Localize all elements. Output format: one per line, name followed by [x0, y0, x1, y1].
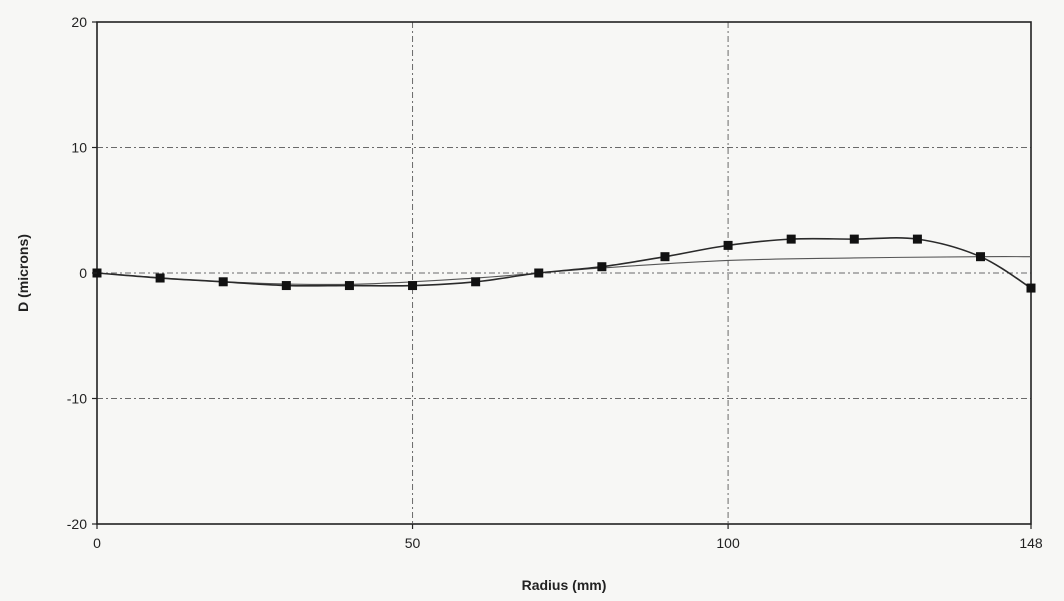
data-point-marker: [849, 234, 859, 244]
data-point-marker: [1026, 283, 1036, 293]
x-tick-label: 148: [1019, 535, 1043, 551]
data-series-line: [96, 237, 1032, 289]
y-tick-label: 0: [79, 265, 87, 281]
x-tick-label: 0: [93, 535, 101, 551]
x-tick-label: 100: [716, 535, 740, 551]
data-series-layer: [92, 234, 1036, 293]
data-point-marker: [660, 252, 670, 262]
data-point-marker: [344, 281, 354, 291]
data-point-marker: [155, 273, 165, 283]
y-tick-label: 10: [71, 140, 87, 156]
data-point-marker: [786, 234, 796, 244]
y-tick-label: -10: [67, 391, 87, 407]
data-point-marker: [912, 234, 922, 244]
data-point-marker: [471, 277, 481, 287]
data-point-marker: [723, 240, 733, 250]
y-axis-title: D (microns): [15, 234, 31, 312]
x-axis-title: Radius (mm): [522, 577, 607, 593]
data-point-marker: [218, 277, 228, 287]
grid-layer: [97, 22, 1031, 524]
y-axis-tick-labels: -20 -10 0 10 20: [67, 14, 97, 532]
data-point-marker: [597, 262, 607, 272]
data-point-marker: [408, 281, 418, 291]
data-point-marker: [976, 252, 986, 262]
x-axis-tick-labels: 0 50 100 148: [93, 524, 1043, 551]
y-tick-label: -20: [67, 516, 87, 532]
y-tick-label: 20: [71, 14, 87, 30]
data-point-marker: [281, 281, 291, 291]
data-point-marker: [534, 268, 544, 278]
x-tick-label: 50: [405, 535, 421, 551]
